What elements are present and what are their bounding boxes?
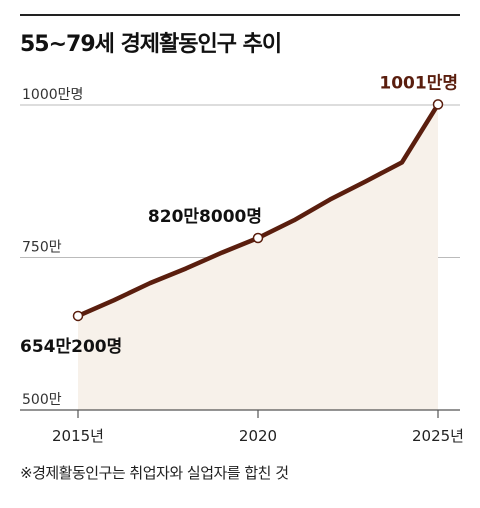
y-axis-ticks: 500만 750만 1000만명 [22,87,83,408]
data-label: 1001만명 [379,73,458,93]
data-point [252,232,264,244]
data-points [72,99,444,322]
footnote: ※경제활동인구는 취업자와 실업자를 합친 것 [20,464,289,482]
x-axis-ticks: 2015년 2020 2025년 [52,410,464,445]
data-point [72,310,84,322]
top-rule [20,14,460,16]
area-fill [78,104,438,410]
chart-title: 55~79세 경제활동인구 추이 [20,32,282,57]
y-tick-label: 500만 [22,392,62,408]
x-tick-label: 2020 [239,427,277,445]
chart: 500만 750만 1000만명 2015년 2020 2025년 654만200명 82… [20,73,464,445]
data-point [432,99,444,110]
data-label: 654만200명 [20,337,122,357]
data-labels: 654만200명 820만8000명 1001만명 [20,73,458,357]
x-tick-label: 2015년 [52,427,104,445]
data-label: 820만8000명 [148,207,262,227]
y-tick-label: 1000만명 [22,87,83,103]
y-tick-label: 750만 [22,240,62,256]
x-tick-label: 2025년 [412,427,464,445]
